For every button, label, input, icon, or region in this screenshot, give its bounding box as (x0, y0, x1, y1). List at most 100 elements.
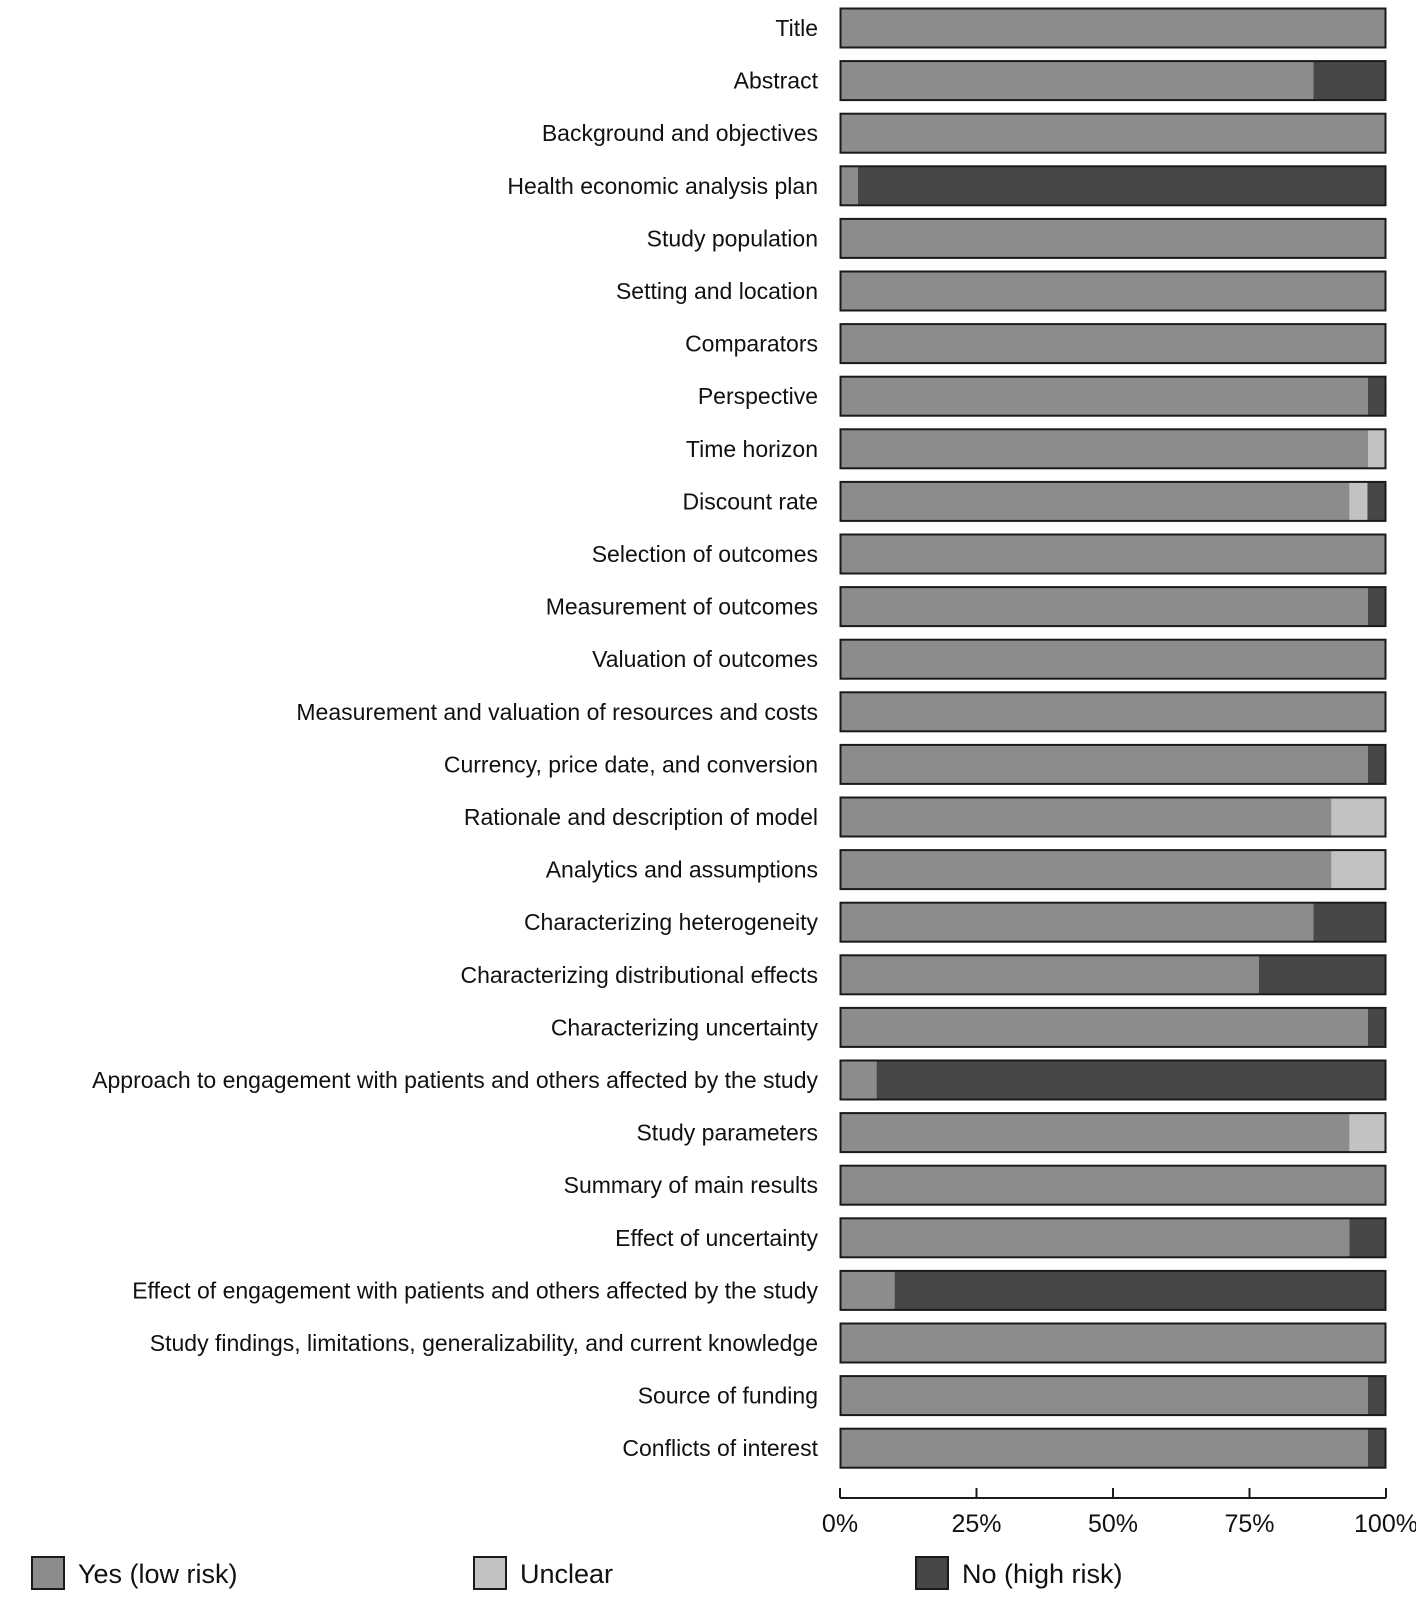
bar-outline-title (839, 7, 1387, 49)
bar-outline-approach-to-engagement-with-patients-and-others-affected-by-the-study (839, 1059, 1387, 1101)
category-label-source-of-funding: Source of funding (638, 1383, 818, 1409)
category-label-analytics-and-assumptions: Analytics and assumptions (546, 857, 818, 883)
bar-outline-currency-price-date-and-conversion (839, 743, 1387, 785)
legend-label-yes-low-risk: Yes (low risk) (78, 1559, 238, 1589)
bar-outline-study-findings-limitations-generalizability-and-current-knowledge (839, 1322, 1387, 1364)
category-label-selection-of-outcomes: Selection of outcomes (592, 541, 818, 567)
bar-title-yes-low-risk (840, 8, 1386, 48)
legend: Yes (low risk) Unclear No (high risk) (31, 1556, 1123, 1590)
category-label-conflicts-of-interest: Conflicts of interest (622, 1435, 818, 1461)
category-label-characterizing-uncertainty: Characterizing uncertainty (551, 1014, 819, 1040)
x-tick-label: 0% (822, 1510, 858, 1538)
bar-comparators-yes-low-risk (840, 323, 1386, 364)
bar-characterizing-uncertainty-yes-low-risk (840, 1007, 1368, 1048)
category-label-effect-of-uncertainty: Effect of uncertainty (615, 1225, 818, 1251)
category-label-rationale-and-description-of-model: Rationale and description of model (464, 804, 818, 830)
bars-layer (839, 7, 1387, 1469)
bar-perspective-yes-low-risk (840, 376, 1368, 417)
bar-discount-rate-unclear (1349, 481, 1368, 522)
category-label-effect-of-engagement-with-patients-and-others-affected-by-the-study: Effect of engagement with patients and o… (132, 1277, 818, 1303)
bar-outline-characterizing-uncertainty (839, 1006, 1387, 1048)
legend-label-unclear: Unclear (520, 1559, 613, 1589)
bar-outline-selection-of-outcomes (839, 533, 1387, 575)
bar-outline-abstract (839, 60, 1387, 102)
bar-effect-of-uncertainty-no-high-risk (1349, 1217, 1386, 1258)
category-label-study-parameters: Study parameters (636, 1120, 818, 1146)
bar-time-horizon-unclear (1367, 428, 1386, 469)
bar-approach-to-engagement-with-patients-and-others-affected-by-the-study-no-high-risk (876, 1060, 1386, 1100)
bar-outline-characterizing-distributional-effects (839, 954, 1387, 996)
bar-discount-rate-no-high-risk (1367, 481, 1386, 522)
bar-summary-of-main-results-yes-low-risk (840, 1165, 1386, 1206)
bar-rationale-and-description-of-model-yes-low-risk (840, 797, 1332, 837)
bar-effect-of-engagement-with-patients-and-others-affected-by-the-study-yes-low-risk (840, 1270, 895, 1311)
bar-measurement-and-valuation-of-resources-and-costs-yes-low-risk (840, 691, 1386, 732)
bar-background-and-objectives-yes-low-risk (840, 113, 1386, 154)
bar-study-findings-limitations-generalizability-and-current-knowledge-yes-low-risk (840, 1323, 1386, 1363)
category-label-discount-rate: Discount rate (682, 488, 818, 514)
bar-effect-of-engagement-with-patients-and-others-affected-by-the-study-no-high-risk (894, 1270, 1386, 1311)
bar-health-economic-analysis-plan-yes-low-risk (840, 165, 859, 206)
category-label-title: Title (775, 15, 818, 41)
bar-approach-to-engagement-with-patients-and-others-affected-by-the-study-yes-low-risk (840, 1060, 877, 1100)
bar-outline-measurement-and-valuation-of-resources-and-costs (839, 691, 1387, 733)
category-label-setting-and-location: Setting and location (616, 278, 818, 304)
bar-health-economic-analysis-plan-no-high-risk (858, 165, 1386, 206)
bar-outline-health-economic-analysis-plan (839, 165, 1387, 207)
legend-label-no-high-risk: No (high risk) (962, 1559, 1123, 1589)
category-label-currency-price-date-and-conversion: Currency, price date, and conversion (444, 751, 818, 777)
bar-outline-characterizing-heterogeneity (839, 901, 1387, 943)
x-axis: 0% 25% 50% 75% 100% (822, 1488, 1416, 1538)
category-labels: Title Abstract Background and objectives He… (92, 15, 818, 1461)
legend-swatch-no-high-risk (915, 1556, 949, 1590)
bar-effect-of-uncertainty-yes-low-risk (840, 1217, 1350, 1258)
category-label-study-findings-limitations-generalizability-and-current-knowledge: Study findings, limitations, generalizab… (150, 1330, 818, 1356)
bar-outline-effect-of-uncertainty (839, 1217, 1387, 1259)
category-label-valuation-of-outcomes: Valuation of outcomes (592, 646, 818, 672)
category-label-comparators: Comparators (685, 331, 818, 357)
bar-study-population-yes-low-risk (840, 218, 1386, 259)
bar-characterizing-distributional-effects-yes-low-risk (840, 954, 1259, 995)
bar-outline-setting-and-location (839, 270, 1387, 312)
bar-setting-and-location-yes-low-risk (840, 271, 1386, 311)
bar-characterizing-uncertainty-no-high-risk (1367, 1007, 1386, 1048)
bar-outline-measurement-of-outcomes (839, 586, 1387, 628)
bar-outline-source-of-funding (839, 1375, 1387, 1417)
bar-currency-price-date-and-conversion-no-high-risk (1367, 744, 1386, 785)
bar-outline-discount-rate (839, 480, 1387, 522)
bar-outline-perspective (839, 375, 1387, 417)
category-label-summary-of-main-results: Summary of main results (564, 1172, 818, 1198)
category-label-background-and-objectives: Background and objectives (542, 120, 818, 146)
bar-valuation-of-outcomes-yes-low-risk (840, 639, 1386, 680)
bar-abstract-yes-low-risk (840, 60, 1314, 101)
category-label-health-economic-analysis-plan: Health economic analysis plan (507, 173, 818, 199)
bar-characterizing-heterogeneity-yes-low-risk (840, 902, 1314, 943)
category-label-study-population: Study population (647, 225, 818, 251)
bar-outline-study-parameters (839, 1112, 1387, 1154)
bar-perspective-no-high-risk (1367, 376, 1386, 417)
bar-discount-rate-yes-low-risk (840, 481, 1350, 522)
category-label-time-horizon: Time horizon (686, 436, 818, 462)
bar-outline-background-and-objectives (839, 112, 1387, 154)
x-tick-label: 75% (1224, 1510, 1274, 1538)
bar-source-of-funding-yes-low-risk (840, 1375, 1368, 1416)
x-tick-label: 50% (1088, 1510, 1138, 1538)
bar-source-of-funding-no-high-risk (1367, 1375, 1386, 1416)
bar-outline-conflicts-of-interest (839, 1427, 1387, 1469)
bar-conflicts-of-interest-no-high-risk (1367, 1428, 1386, 1469)
category-label-measurement-and-valuation-of-resources-and-costs: Measurement and valuation of resources a… (296, 699, 818, 725)
legend-swatch-unclear (473, 1556, 507, 1590)
bar-outline-valuation-of-outcomes (839, 638, 1387, 680)
bar-analytics-and-assumptions-yes-low-risk (840, 849, 1332, 890)
bar-study-parameters-unclear (1349, 1112, 1386, 1153)
bar-outline-summary-of-main-results (839, 1164, 1387, 1206)
bar-outline-rationale-and-description-of-model (839, 796, 1387, 838)
bar-measurement-of-outcomes-no-high-risk (1367, 586, 1386, 627)
category-label-perspective: Perspective (698, 383, 818, 409)
bar-rationale-and-description-of-model-unclear (1331, 797, 1386, 837)
bar-outline-time-horizon (839, 428, 1387, 470)
bar-outline-study-population (839, 217, 1387, 259)
bar-abstract-no-high-risk (1313, 60, 1386, 101)
